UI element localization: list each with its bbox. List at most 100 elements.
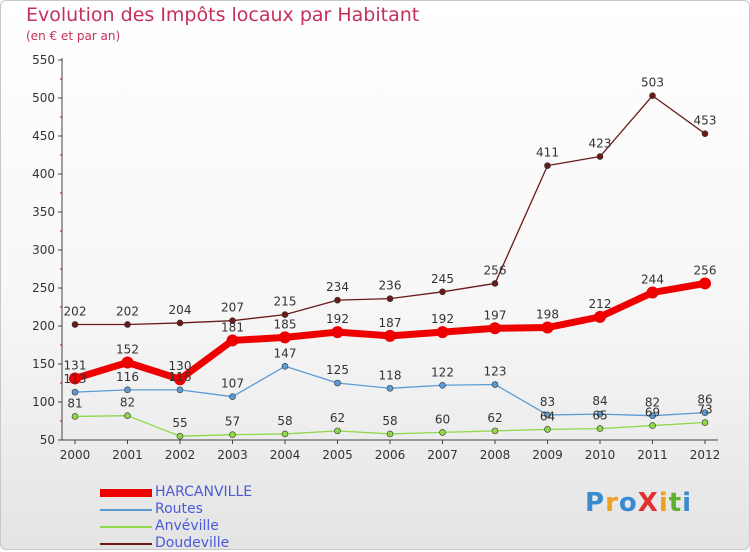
legend-item: Doudeville (100, 535, 252, 552)
data-label: 81 (67, 396, 82, 410)
data-label: 86 (697, 393, 712, 407)
data-label: 197 (484, 308, 507, 322)
x-tick-label: 2005 (322, 448, 353, 462)
data-label: 125 (326, 363, 349, 377)
data-label: 131 (64, 358, 87, 372)
data-point (439, 429, 446, 436)
data-point (544, 426, 551, 433)
data-point (331, 326, 344, 339)
data-label: 65 (592, 409, 607, 423)
data-label: 503 (641, 76, 664, 90)
data-point (334, 379, 341, 387)
x-tick-label: 2010 (585, 448, 616, 462)
data-point (281, 311, 289, 318)
data-point (281, 430, 289, 438)
data-label: 55 (172, 416, 187, 430)
data-point (541, 321, 554, 334)
data-point (596, 410, 604, 418)
x-tick-label: 2009 (532, 448, 563, 462)
data-point (596, 153, 604, 160)
x-tick-label: 2012 (690, 448, 721, 462)
data-label: 181 (221, 320, 244, 334)
data-label: 207 (221, 301, 244, 315)
legend-label: Doudeville (155, 535, 230, 551)
x-tick-label: 2003 (217, 448, 248, 462)
data-label: 236 (379, 279, 402, 293)
logo-letter: i (658, 488, 669, 518)
logo-letter: t (668, 488, 683, 518)
data-label: 202 (116, 304, 139, 318)
logo-letter: o (618, 488, 638, 518)
data-label: 215 (274, 295, 297, 309)
data-label: 116 (116, 370, 139, 384)
data-point (699, 277, 711, 290)
data-label: 245 (431, 272, 454, 286)
data-label: 185 (274, 317, 297, 331)
legend-swatch (100, 488, 152, 497)
data-label: 69 (645, 406, 660, 420)
data-label: 122 (431, 365, 454, 379)
y-tick-label: 550 (32, 53, 55, 67)
x-tick-label: 2006 (375, 448, 406, 462)
data-point (69, 372, 81, 385)
data-point (176, 432, 184, 440)
y-tick-label: 100 (32, 395, 55, 409)
data-point (544, 162, 551, 169)
x-tick-label: 2004 (270, 448, 301, 462)
data-label: 62 (330, 411, 345, 425)
y-tick-label: 450 (32, 129, 55, 143)
data-label: 453 (694, 114, 717, 128)
legend-label: Routes (155, 501, 203, 517)
data-point (226, 334, 239, 347)
data-point (649, 422, 656, 429)
logo-letter: i (682, 488, 693, 518)
data-point (701, 130, 709, 138)
data-point (701, 419, 709, 426)
data-point (646, 286, 659, 299)
data-label: 192 (326, 312, 349, 326)
data-point (701, 409, 709, 416)
data-point (436, 326, 449, 339)
chart-axes: 50 100 150 200 250 300 350 400 450 500 550 2000 2001… (32, 53, 720, 462)
y-tick-label: 150 (32, 357, 55, 371)
data-point (124, 321, 131, 328)
legend-label: HARCANVILLE (155, 484, 253, 500)
data-point (229, 317, 236, 324)
data-label: 198 (536, 308, 559, 322)
logo-letter: P (585, 488, 606, 518)
data-label: 118 (379, 368, 402, 382)
x-tick-label: 2007 (427, 448, 458, 462)
line-chart: 50 100 150 200 250 300 350 400 450 500 550 2000 2001… (32, 53, 720, 462)
data-point (279, 331, 291, 344)
data-label: 116 (169, 370, 192, 384)
data-label: 423 (589, 137, 612, 151)
y-tick-label: 250 (32, 281, 55, 295)
data-point (491, 280, 499, 287)
data-label: 152 (116, 342, 139, 356)
logo-letter: r (605, 488, 619, 518)
data-point (386, 295, 394, 302)
data-label: 58 (277, 414, 292, 428)
data-label: 256 (694, 263, 717, 277)
legend-item: Routes (100, 501, 252, 518)
data-point (176, 386, 184, 394)
legend-label: Anvéville (155, 518, 219, 534)
data-label: 130 (169, 359, 192, 373)
data-label: 187 (379, 316, 402, 330)
proxiti-logo: ProXiti (585, 488, 692, 518)
legend-item: HARCANVILLE (100, 484, 252, 501)
data-point (386, 385, 394, 392)
y-tick-label: 300 (32, 243, 55, 257)
chart-title: Evolution des Impôts locaux par Habitant (26, 4, 420, 26)
data-point (71, 388, 79, 396)
data-label: 64 (540, 409, 555, 423)
data-point (334, 296, 341, 304)
data-point (439, 381, 446, 389)
x-tick-label: 2008 (480, 448, 511, 462)
data-point (489, 322, 501, 335)
data-point (491, 427, 499, 435)
data-label: 147 (274, 346, 297, 360)
data-label: 256 (484, 263, 507, 277)
data-point (281, 362, 289, 370)
